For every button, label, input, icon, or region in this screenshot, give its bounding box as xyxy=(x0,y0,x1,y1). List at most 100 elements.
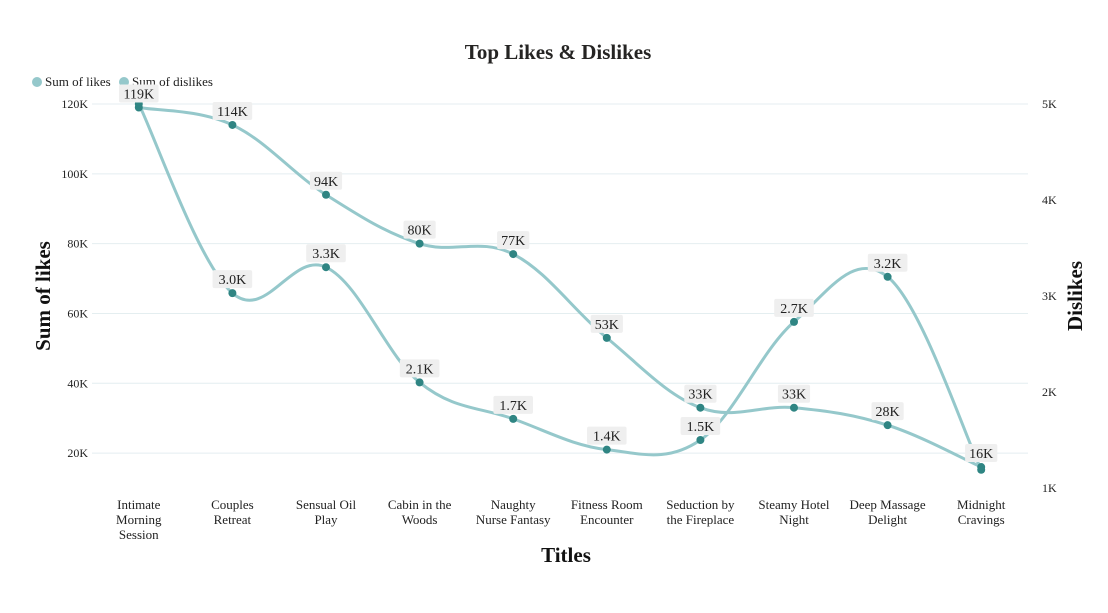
data-point-dislikes[interactable] xyxy=(509,414,518,423)
x-tick-label: Intimate Morning Session xyxy=(116,497,162,542)
y-axis-right: 1K 2K 3K 4K 5K xyxy=(1042,97,1057,495)
data-label-background xyxy=(306,244,346,263)
data-point-dislikes[interactable] xyxy=(228,289,237,298)
data-label-text: 3.0K xyxy=(219,273,247,288)
data-label-text: 1.7K xyxy=(499,399,527,414)
x-tick-label: Couples Retreat xyxy=(211,497,254,527)
chart-title: Top Likes & Dislikes xyxy=(465,40,652,64)
y-tick-label: 20K xyxy=(67,446,88,460)
data-label-background xyxy=(119,84,159,103)
data-label-background xyxy=(399,359,440,378)
data-label: 3.3K xyxy=(306,244,346,263)
y-tick-label: 120K xyxy=(61,97,88,111)
x-tick-label: Naughty Nurse Fantasy xyxy=(476,497,551,527)
data-point-dislikes[interactable] xyxy=(696,436,705,444)
data-label: 1.4K xyxy=(587,426,627,445)
data-point-likes[interactable] xyxy=(509,250,518,259)
y-axis-left: 20K 40K 60K 80K 100K 120K xyxy=(61,97,88,460)
data-point-likes[interactable] xyxy=(602,333,611,342)
data-label: 3.0K xyxy=(212,270,253,289)
data-label: 53K xyxy=(590,314,623,333)
series-line-likes[interactable] xyxy=(138,106,982,469)
y2-tick-label: 3K xyxy=(1042,289,1057,303)
data-label-background xyxy=(309,171,343,190)
data-label-background xyxy=(680,417,721,435)
data-label-background xyxy=(587,426,627,445)
x-tick-label: Sensual Oil Play xyxy=(296,497,357,527)
legend-label-likes[interactable]: Sum of likes xyxy=(45,74,111,89)
data-point-likes[interactable] xyxy=(228,120,237,129)
data-label: 1.5K xyxy=(680,417,721,435)
data-point-dislikes[interactable] xyxy=(602,445,611,454)
data-label-background xyxy=(777,384,811,403)
x-tick-label: Seduction by the Fireplace xyxy=(666,497,735,527)
data-label-text: 33K xyxy=(782,388,806,403)
data-point-likes[interactable] xyxy=(322,190,330,199)
series-line-dislikes[interactable] xyxy=(137,103,983,471)
x-tick-label: Midnight Cravings xyxy=(957,497,1006,527)
data-label-background xyxy=(871,402,904,421)
data-point-dislikes[interactable] xyxy=(790,317,798,326)
data-label-background xyxy=(212,270,253,289)
data-point-likes[interactable] xyxy=(415,239,424,248)
data-label-text: 33K xyxy=(688,388,712,403)
legend-marker-likes xyxy=(32,77,42,87)
data-label-text: 1.4K xyxy=(593,430,621,445)
y2-tick-label: 2K xyxy=(1042,385,1057,399)
y2-tick-label: 5K xyxy=(1042,97,1057,111)
data-label-background xyxy=(867,253,908,272)
data-label-text: 80K xyxy=(408,224,432,239)
data-label-background xyxy=(774,298,814,317)
x-tick-label: Fitness Room Encounter xyxy=(571,497,643,527)
data-label: 2.1K xyxy=(399,359,440,378)
y2-tick-label: 1K xyxy=(1042,481,1057,495)
data-point-likes[interactable] xyxy=(883,421,892,430)
y-tick-label: 60K xyxy=(67,306,88,320)
y-axis-left-title: Sum of likes xyxy=(31,241,55,351)
series-points xyxy=(134,100,986,474)
data-label-background xyxy=(497,231,530,250)
data-label-text: 3.3K xyxy=(312,247,340,262)
data-label: 119K xyxy=(119,84,159,103)
data-label: 80K xyxy=(403,220,436,239)
data-label-background xyxy=(590,314,623,333)
series-lines xyxy=(137,103,983,471)
data-label-background xyxy=(403,220,436,239)
y2-tick-label: 4K xyxy=(1042,193,1057,207)
data-label: 114K xyxy=(212,101,253,120)
x-axis-title: Titles xyxy=(541,543,591,567)
data-point-dislikes[interactable] xyxy=(322,263,330,272)
x-tick-label: Cabin in the Woods xyxy=(388,497,452,527)
data-label-text: 16K xyxy=(969,447,993,462)
data-label: 33K xyxy=(684,384,717,403)
data-label: 33K xyxy=(777,384,811,403)
data-label-text: 1.5K xyxy=(687,420,715,435)
y-tick-label: 80K xyxy=(67,237,88,251)
data-point-dislikes[interactable] xyxy=(977,465,986,474)
data-point-likes[interactable] xyxy=(696,403,705,412)
data-label-background xyxy=(493,395,533,414)
data-label: 2.7K xyxy=(774,298,814,317)
y-tick-label: 40K xyxy=(67,376,88,390)
data-label-text: 2.1K xyxy=(406,362,434,377)
data-label-background xyxy=(965,444,998,463)
y-tick-label: 100K xyxy=(61,167,88,181)
x-axis: Intimate Morning Session Couples Retreat Sens… xyxy=(116,497,1006,542)
data-label-text: 28K xyxy=(876,405,900,420)
data-label-text: 77K xyxy=(501,234,525,249)
data-point-likes[interactable] xyxy=(790,403,798,412)
data-label-text: 119K xyxy=(124,87,155,102)
data-labels: 119K 114K 94K 80K 77K 53K 33K 33K 28K 16K 3.0K 3.3K… xyxy=(119,84,998,463)
x-tick-label: Deep Massage Delight xyxy=(850,497,926,527)
data-label: 3.2K xyxy=(867,253,908,272)
data-label-text: 3.2K xyxy=(874,257,902,272)
data-label: 77K xyxy=(497,231,530,250)
data-label-text: 94K xyxy=(314,175,338,190)
data-point-dislikes[interactable] xyxy=(883,272,892,281)
data-label-text: 114K xyxy=(217,105,248,120)
x-tick-label: Steamy Hotel Night xyxy=(758,497,830,527)
data-label-background xyxy=(684,384,717,403)
data-point-dislikes[interactable] xyxy=(415,378,424,387)
data-label: 1.7K xyxy=(493,395,533,414)
